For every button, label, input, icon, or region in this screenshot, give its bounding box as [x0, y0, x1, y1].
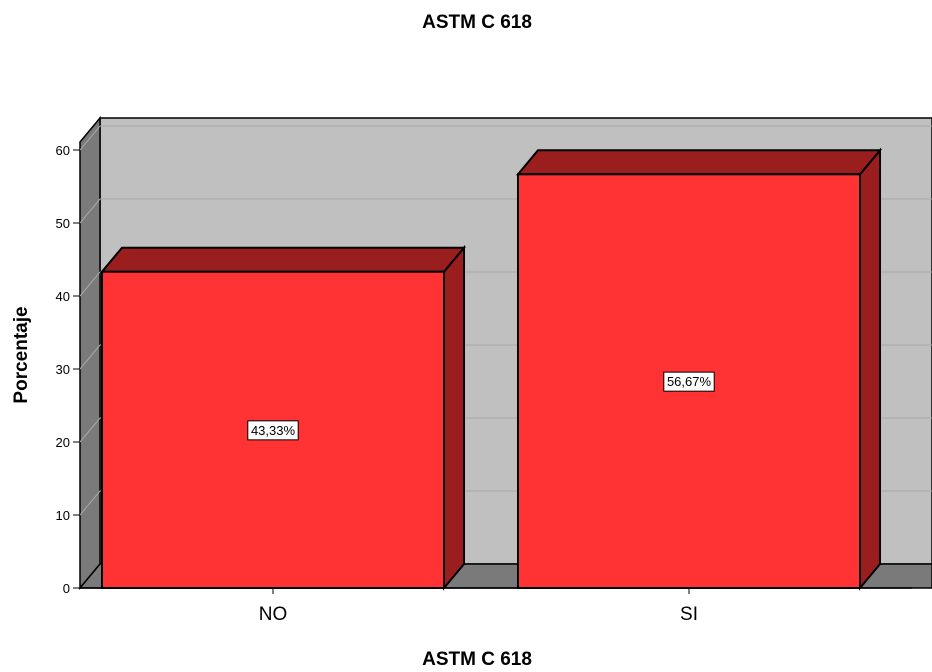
gridline-depth: [79, 344, 101, 370]
x-axis-title: ASTM C 618: [422, 649, 532, 670]
bar-side: [443, 244, 465, 591]
gridline-depth: [79, 490, 101, 516]
data-label: 43,33%: [251, 423, 296, 438]
bars: 43,33% 56,67%: [99, 147, 883, 591]
data-label-box: [247, 420, 299, 441]
y-axis-title: Porcentaje: [11, 306, 32, 403]
chart-title: ASTM C 618: [422, 12, 532, 33]
plot-left-wall: [79, 115, 101, 591]
y-tick-label: 60: [56, 143, 70, 158]
y-tick-label: 20: [56, 435, 70, 450]
y-tick-label: 0: [63, 581, 70, 596]
gridline-depth: [79, 125, 101, 151]
bar-side: [859, 147, 881, 591]
y-tick-label: 10: [56, 508, 70, 523]
gridline-depth: [79, 198, 101, 224]
data-label-box: [663, 371, 715, 392]
y-tick-label: 40: [56, 289, 70, 304]
x-tick-label: SI: [680, 604, 698, 625]
x-tick-label: NO: [259, 604, 288, 625]
data-label: 56,67%: [667, 374, 712, 389]
y-tick-label: 30: [56, 362, 70, 377]
gridline-depth: [79, 271, 101, 297]
x-axis-labels: NO SI: [259, 588, 698, 625]
bar-top: [515, 149, 883, 176]
y-tick-label: 50: [56, 216, 70, 231]
y-axis-ticks: 0 10 20 30 40 50 60: [56, 143, 80, 596]
bar-top: [99, 246, 467, 273]
gridline-depth: [79, 417, 101, 443]
